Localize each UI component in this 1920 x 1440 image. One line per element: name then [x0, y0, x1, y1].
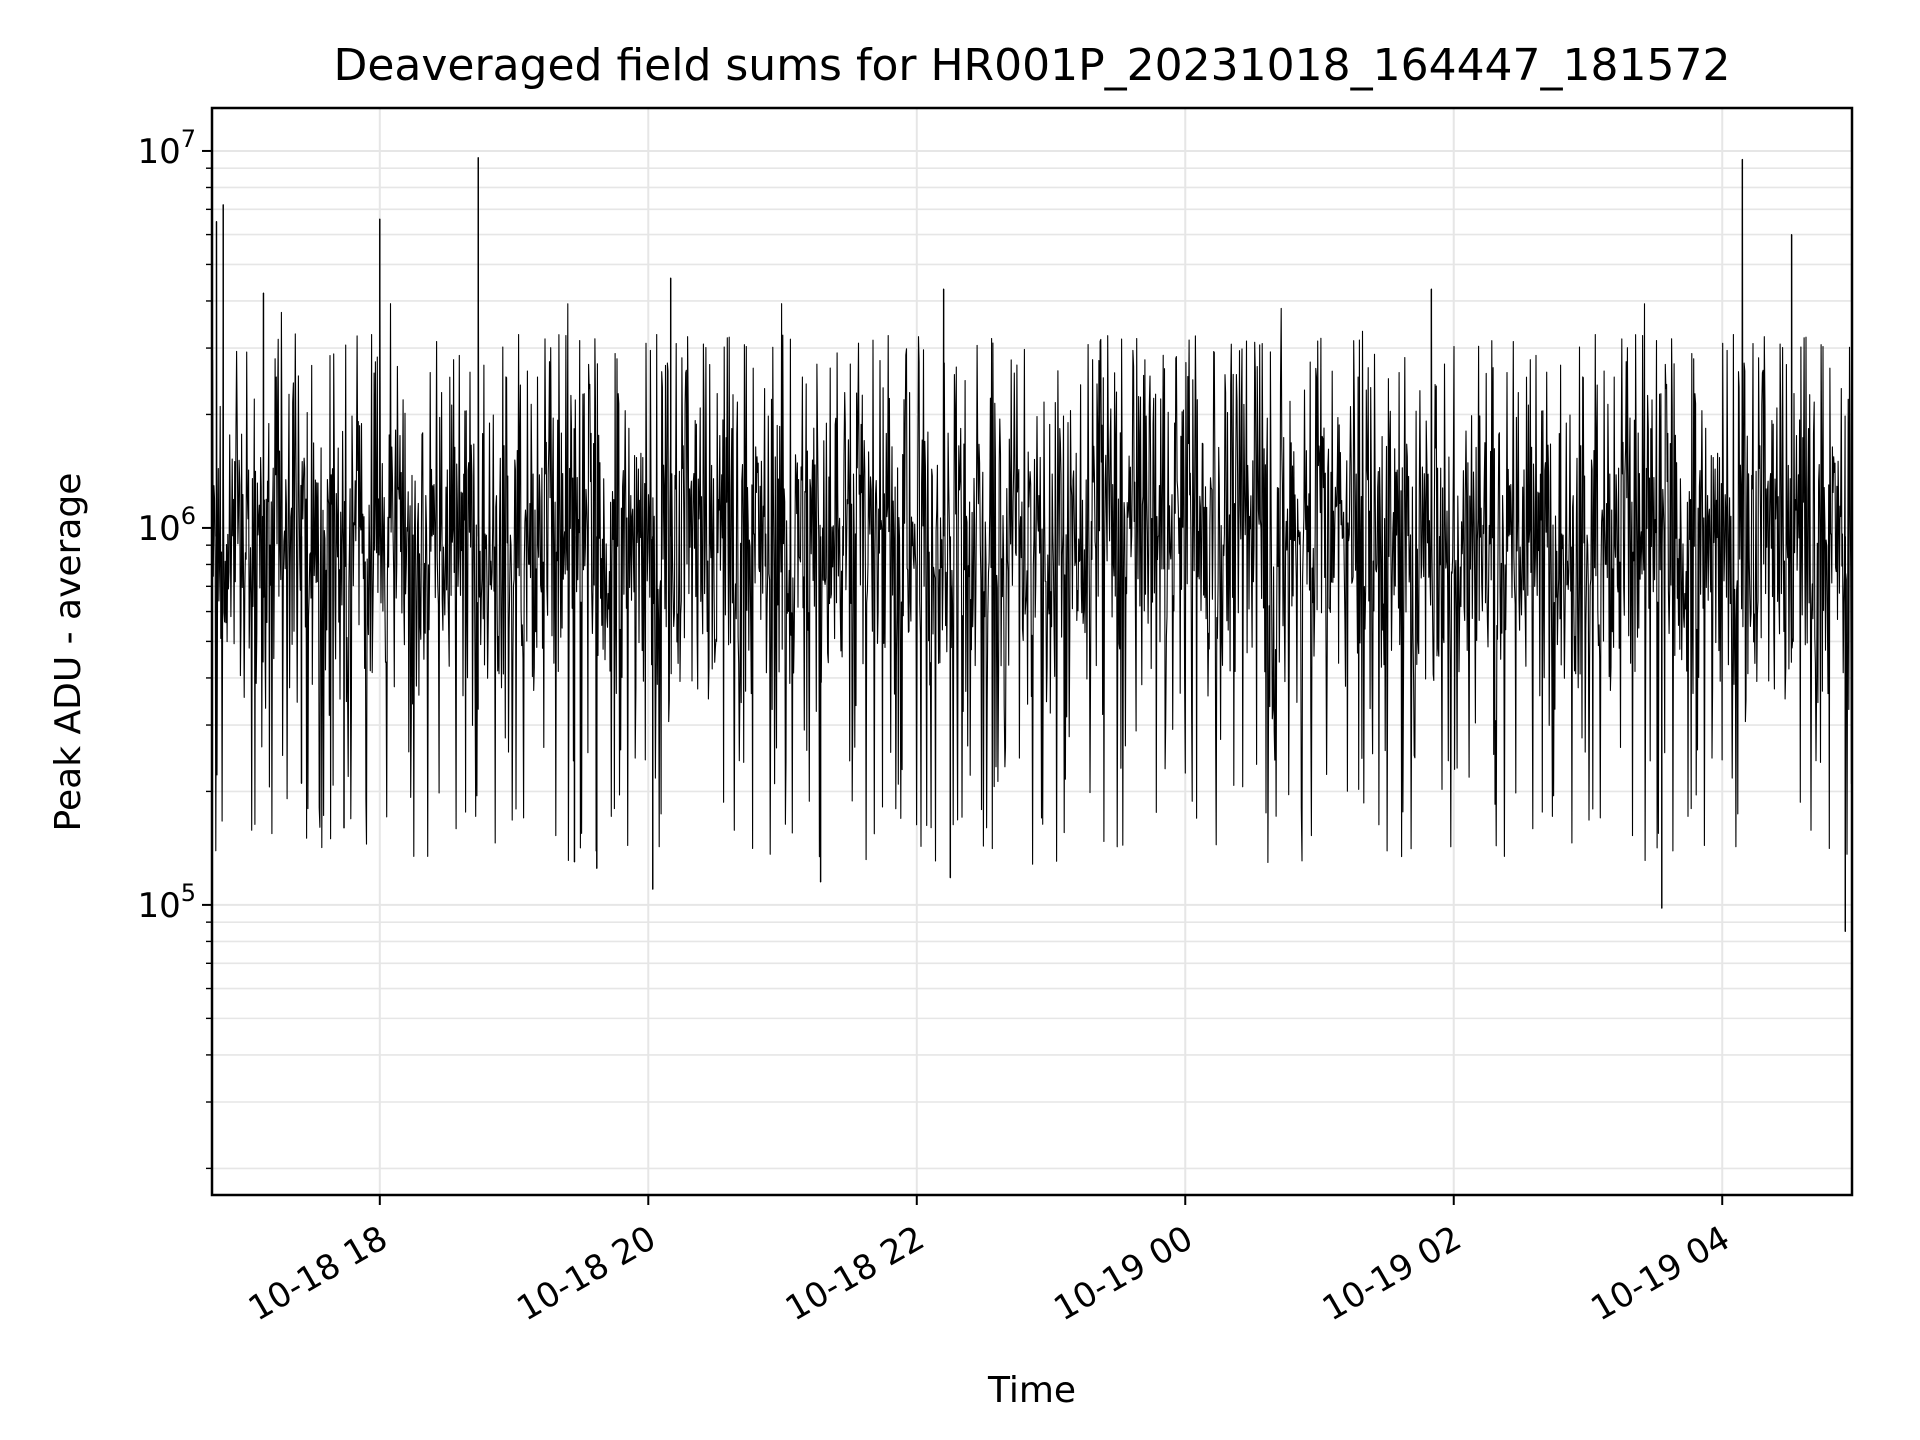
- y-tick-label-exponent: 7: [181, 125, 196, 153]
- y-tick-label-base: 10: [137, 132, 180, 172]
- y-tick-label-exponent: 6: [181, 502, 196, 530]
- x-axis-label: Time: [987, 1370, 1076, 1411]
- plot-frame: [210, 106, 1854, 1197]
- y-tick-label-base: 10: [137, 886, 180, 926]
- y-tick-label-exponent: 5: [181, 879, 196, 907]
- y-tick-label-base: 10: [137, 509, 180, 549]
- y-axis-label: Peak ADU - average: [48, 473, 89, 832]
- y-tick-label: 107: [137, 125, 196, 172]
- series-line: [211, 157, 1853, 1153]
- chart-title: Deaveraged field sums for HR001P_2023101…: [333, 40, 1730, 91]
- y-tick-label: 105: [137, 879, 196, 926]
- y-tick-label: 106: [137, 502, 196, 549]
